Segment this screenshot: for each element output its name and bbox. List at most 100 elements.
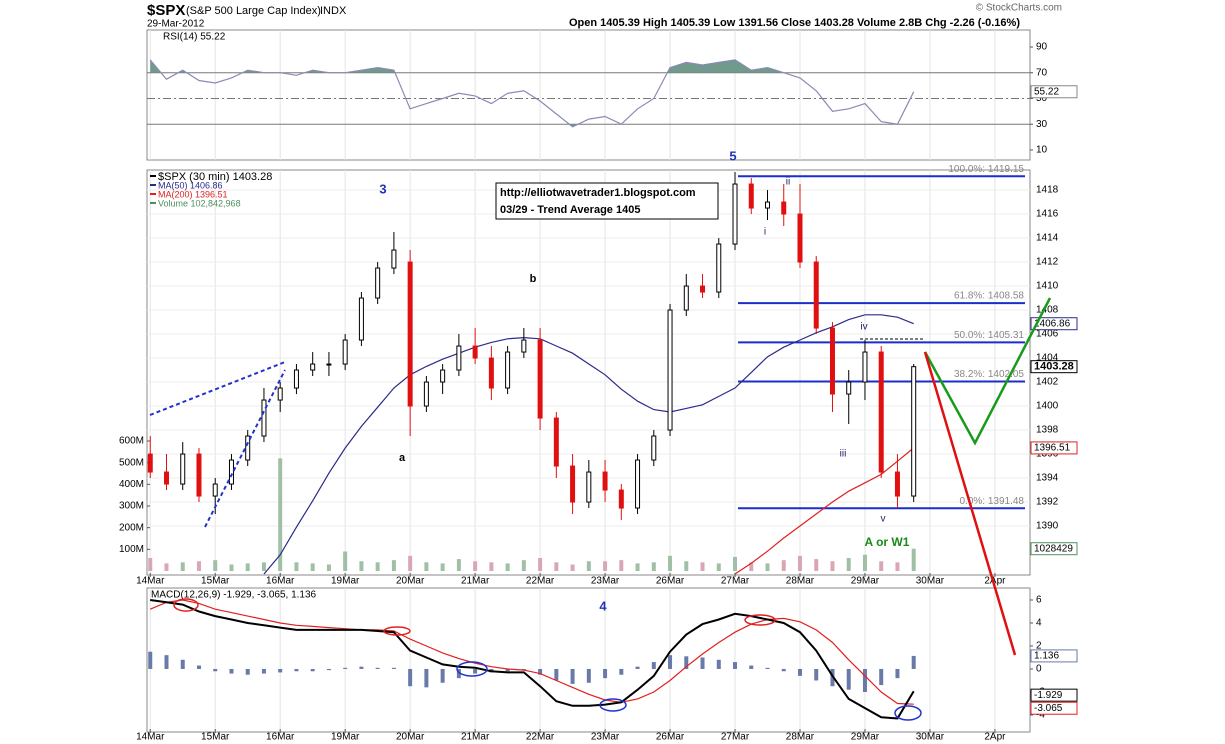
volume-bar	[765, 563, 770, 571]
value-tag	[1030, 441, 1078, 455]
volume-bar	[440, 563, 445, 571]
y-tick-label: 1408	[1036, 305, 1059, 316]
histogram-bar	[424, 668, 429, 688]
wave-label: 4	[599, 598, 607, 613]
x-tick-label: 22Mar	[526, 576, 555, 587]
volume-bar	[473, 561, 478, 571]
volume-bar	[310, 563, 315, 571]
volume-bar	[489, 562, 494, 571]
volume-bar	[749, 562, 754, 571]
credit: © StockCharts.com	[976, 3, 1062, 14]
candle-body	[878, 351, 884, 473]
x-tick-label: 21Mar	[461, 732, 490, 743]
index-name: (S&P 500 Large Cap Index)	[186, 5, 321, 17]
y-tick-label: 1402	[1036, 377, 1059, 388]
y-tick-label: -4	[1036, 710, 1045, 721]
y-tick-label: 1394	[1036, 473, 1059, 484]
volume-tick-label: 200M	[119, 522, 144, 533]
histogram-bar	[473, 668, 478, 674]
histogram-bar	[229, 668, 234, 674]
candle-body	[570, 465, 576, 503]
volume-bar	[895, 562, 900, 571]
volume-bar	[554, 562, 559, 571]
candle-body	[894, 471, 900, 497]
histogram-bar	[180, 659, 185, 669]
histogram-bar	[196, 665, 201, 669]
candle-body	[358, 297, 364, 341]
note-box	[495, 182, 719, 220]
volume-bar	[700, 562, 705, 571]
x-tick-label: 23Mar	[591, 732, 620, 743]
candle-body	[797, 213, 803, 263]
y-tick-label: 1398	[1036, 425, 1059, 436]
y-tick-label: 0	[1036, 664, 1042, 675]
x-tick-label: 26Mar	[656, 732, 685, 743]
candle-body	[700, 285, 706, 293]
volume-bar	[911, 548, 916, 571]
candle-body	[196, 453, 202, 497]
volume-bar	[651, 562, 656, 571]
x-tick-label: 20Mar	[396, 576, 425, 587]
histogram-bar	[733, 662, 738, 669]
y-tick-label: 30	[1036, 119, 1048, 130]
y-tick-label: 1390	[1036, 521, 1059, 532]
wave-label: 3	[379, 181, 386, 196]
wave-label: iii	[840, 449, 847, 460]
x-tick-label: 27Mar	[721, 732, 750, 743]
x-tick-label: 30Mar	[916, 732, 945, 743]
y-tick-label: 1392	[1036, 497, 1059, 508]
candle-body	[261, 399, 267, 437]
volume-bar	[570, 564, 575, 571]
histogram-bar	[391, 667, 396, 669]
value-tag	[1030, 360, 1078, 374]
x-tick-label: 16Mar	[266, 576, 295, 587]
candle-body	[732, 183, 738, 245]
x-tick-label: 16Mar	[266, 732, 295, 743]
macd-legend: MACD(12,26,9) -1.929, -3.065, 1.136	[151, 590, 317, 601]
volume-tick-label: 300M	[119, 501, 144, 512]
volume-bar	[538, 557, 543, 571]
histogram-bar	[765, 667, 770, 669]
value-tag-text: 1028429	[1034, 543, 1073, 554]
histogram-bar	[408, 668, 413, 687]
x-tick-label: 27Mar	[721, 576, 750, 587]
histogram-bar	[359, 666, 364, 669]
candle-body	[472, 345, 478, 359]
histogram-bar	[554, 668, 559, 681]
histogram-bar	[879, 668, 884, 686]
candle-body	[651, 435, 657, 461]
y-tick-label: 50	[1036, 93, 1048, 104]
volume-bar	[391, 560, 396, 571]
volume-bar	[278, 458, 283, 571]
candle-body	[180, 453, 186, 485]
rsi-legend: RSI(14) 55.22	[163, 32, 226, 43]
x-tick-label: 21Mar	[461, 576, 490, 587]
symbol: $SPX	[147, 2, 185, 19]
candle-body	[423, 381, 429, 407]
volume-bar	[781, 560, 786, 571]
x-tick-label: 15Mar	[201, 732, 230, 743]
volume-bar	[846, 557, 851, 571]
rsi-line	[149, 59, 915, 128]
volume-bar	[424, 562, 429, 571]
legend-swatch	[150, 193, 156, 195]
x-tick-label: 29Mar	[851, 576, 880, 587]
value-tag-text: -3.065	[1034, 703, 1063, 714]
volume-tick-label: 600M	[119, 436, 144, 447]
histogram-bar	[310, 668, 315, 672]
candle-body	[829, 327, 835, 395]
wave-label: ii	[786, 177, 790, 188]
fib-label: 50.0%: 1405.31	[954, 330, 1024, 341]
volume-bar	[603, 561, 608, 571]
candle-body	[667, 309, 673, 431]
histogram-bar	[148, 651, 153, 669]
histogram-bar	[294, 668, 299, 672]
wave-label: i	[764, 227, 766, 238]
circle	[383, 626, 411, 636]
legend-swatch	[150, 175, 156, 177]
histogram-bar	[538, 668, 543, 675]
histogram-bar	[456, 668, 461, 679]
x-tick-label: 22Mar	[526, 732, 555, 743]
volume-tick-label: 400M	[119, 479, 144, 490]
